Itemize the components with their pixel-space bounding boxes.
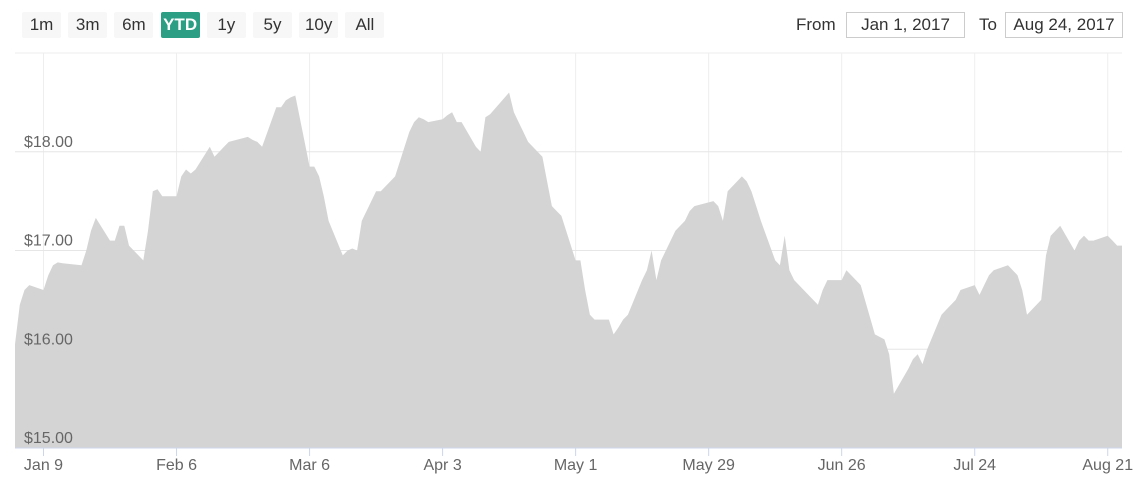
x-tick-label: Apr 3 [423,457,461,474]
range-button[interactable]: YTD [160,12,200,38]
from-input[interactable]: Jan 1, 2017 [846,12,965,38]
range-button[interactable]: 3m [68,12,108,38]
range-button[interactable]: 1m [22,12,61,38]
range-button[interactable]: 5y [253,12,292,38]
range-button[interactable]: 6m [114,12,154,38]
to-label: To [979,15,997,34]
x-tick-label: Mar 6 [289,457,330,474]
to-input[interactable]: Aug 24, 2017 [1005,12,1123,38]
x-tick-label: Jan 9 [24,457,63,474]
y-tick-label: $18.00 [24,134,73,151]
x-tick-label: Jul 24 [953,457,996,474]
range-button[interactable]: 10y [299,12,339,38]
y-tick-label: $15.00 [24,430,73,447]
price-area [15,92,1122,448]
from-label: From [796,15,836,34]
y-tick-label: $17.00 [24,233,73,250]
x-tick-label: Feb 6 [156,457,197,474]
range-button[interactable]: 1y [206,12,246,38]
x-tick-label: Aug 21 [1082,457,1133,474]
range-button[interactable]: All [345,12,385,38]
y-tick-label: $16.00 [24,331,73,348]
x-tick-label: May 1 [554,457,598,474]
x-tick-label: May 29 [682,457,735,474]
x-tick-label: Jun 26 [818,457,866,474]
